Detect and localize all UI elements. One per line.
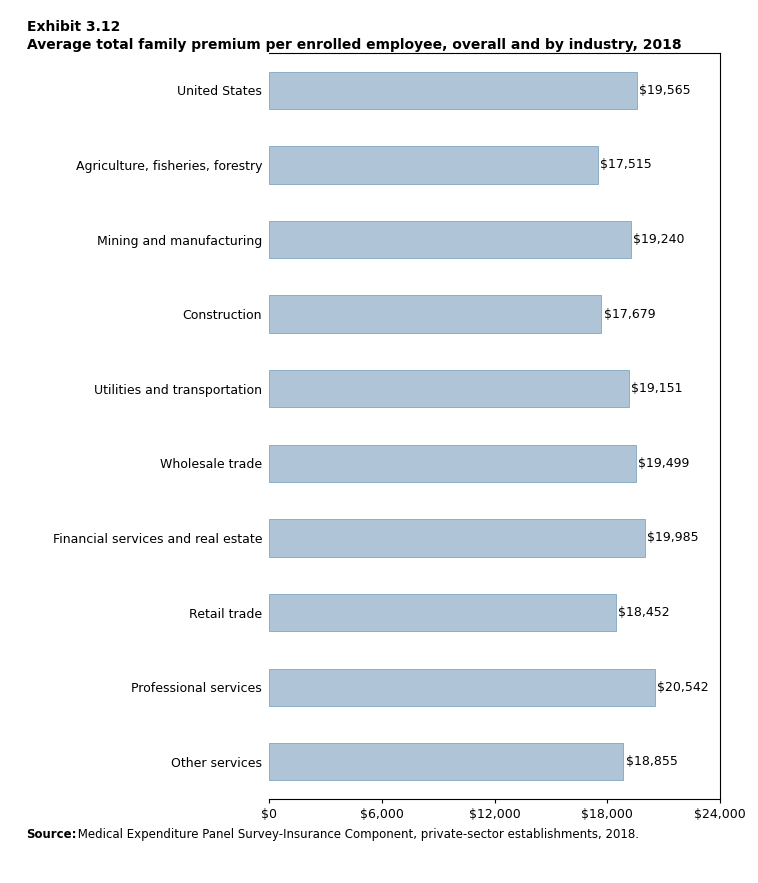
Bar: [269, 147, 598, 184]
Text: $17,515: $17,515: [600, 158, 652, 171]
Bar: [269, 296, 601, 333]
Text: $19,151: $19,151: [631, 382, 683, 396]
Text: $18,452: $18,452: [618, 606, 670, 619]
Bar: [269, 445, 635, 482]
Bar: [269, 594, 615, 631]
Text: $20,542: $20,542: [657, 681, 709, 694]
Text: $17,679: $17,679: [603, 307, 655, 321]
Bar: [269, 370, 629, 407]
Text: Medical Expenditure Panel Survey-Insurance Component, private-sector establishme: Medical Expenditure Panel Survey-Insuran…: [74, 828, 639, 841]
Text: $19,499: $19,499: [637, 457, 689, 470]
Text: Exhibit 3.12: Exhibit 3.12: [27, 20, 120, 34]
Bar: [269, 743, 623, 781]
Text: Average total family premium per enrolled employee, overall and by industry, 201: Average total family premium per enrolle…: [27, 38, 681, 52]
Bar: [269, 72, 637, 109]
Text: $19,565: $19,565: [639, 84, 691, 97]
Text: $18,855: $18,855: [625, 755, 678, 768]
Bar: [269, 519, 644, 556]
Text: $19,240: $19,240: [633, 233, 684, 246]
Bar: [269, 221, 631, 258]
Text: $19,985: $19,985: [647, 532, 699, 545]
Bar: [269, 668, 655, 706]
Text: Source:: Source:: [27, 828, 77, 841]
